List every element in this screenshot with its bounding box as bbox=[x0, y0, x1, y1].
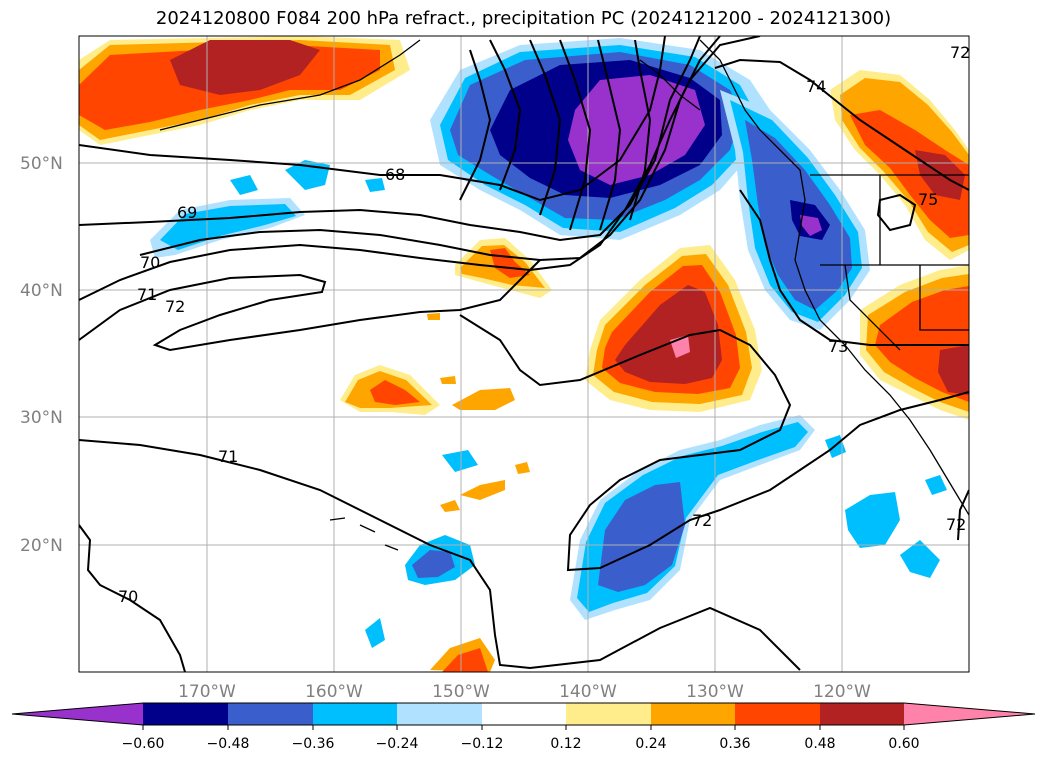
precip-area bbox=[440, 500, 460, 512]
precip-area bbox=[800, 215, 822, 236]
longitude-labels: 170°W 160°W 150°W 140°W 130°W 120°W bbox=[178, 682, 871, 702]
precip-area bbox=[460, 480, 505, 500]
colorbar-tick-label: −0.48 bbox=[207, 736, 250, 752]
contour-label: 72 bbox=[950, 43, 970, 62]
contour-label: 73 bbox=[828, 337, 848, 356]
precip-area bbox=[568, 75, 705, 185]
precip-area bbox=[230, 175, 258, 195]
contour-label: 74 bbox=[806, 77, 826, 96]
latitude-label: 40°N bbox=[20, 281, 63, 301]
contour-label: 71 bbox=[137, 285, 157, 304]
precip-area bbox=[365, 178, 385, 192]
colorbar-segment bbox=[228, 703, 313, 725]
colorbar-segment bbox=[143, 703, 228, 725]
colorbar-tick-label: 0.36 bbox=[719, 736, 750, 752]
colorbar-min-extension bbox=[12, 703, 143, 725]
contour-label: 72 bbox=[692, 511, 712, 530]
contour-labels: 68 69 70 71 72 72 73 74 75 71 70 72 72 bbox=[118, 43, 970, 606]
precip-area bbox=[365, 618, 385, 648]
contour-label: 71 bbox=[218, 447, 238, 466]
colorbar-max-extension bbox=[904, 703, 1035, 725]
colorbar-segment bbox=[820, 703, 904, 725]
colorbar-tick-label: 0.48 bbox=[804, 736, 835, 752]
map-border bbox=[78, 35, 970, 673]
latitude-labels: 50°N 40°N 30°N 20°N bbox=[20, 154, 63, 556]
colorbar-tick-label: 0.24 bbox=[635, 736, 666, 752]
contour-label: 70 bbox=[118, 587, 138, 606]
precip-area bbox=[925, 475, 947, 495]
contour-label: 70 bbox=[140, 253, 160, 272]
colorbar-tick-label: −0.12 bbox=[461, 736, 504, 752]
colorbar-segment bbox=[651, 703, 735, 725]
precip-area bbox=[900, 540, 940, 578]
colorbar-segment bbox=[735, 703, 820, 725]
colorbar: −0.60 −0.48 −0.36 −0.24 −0.12 0.12 0.24 … bbox=[11, 702, 1036, 752]
contour-label: 69 bbox=[177, 203, 197, 222]
precip-area bbox=[515, 462, 530, 474]
latitude-label: 50°N bbox=[20, 154, 63, 174]
colorbar-segment bbox=[482, 703, 566, 725]
longitude-label: 120°W bbox=[813, 682, 871, 702]
colorbar-tick-label: −0.60 bbox=[122, 736, 165, 752]
precip-area bbox=[598, 482, 685, 592]
precip-area bbox=[845, 492, 900, 548]
precip-area bbox=[442, 450, 478, 472]
colorbar-segment bbox=[566, 703, 651, 725]
precip-area bbox=[938, 345, 969, 395]
colorbar-segment bbox=[397, 703, 482, 725]
coastlines bbox=[159, 39, 969, 551]
refractivity-contours bbox=[79, 36, 969, 672]
longitude-label: 130°W bbox=[686, 682, 744, 702]
precip-area bbox=[452, 388, 515, 410]
graticule bbox=[79, 36, 969, 672]
precip-area bbox=[850, 110, 969, 238]
longitude-label: 150°W bbox=[432, 682, 490, 702]
colorbar-tick-label: 0.60 bbox=[888, 736, 919, 752]
colorbar-segment bbox=[313, 703, 397, 725]
colorbar-tick-label: −0.36 bbox=[292, 736, 335, 752]
precip-area bbox=[442, 648, 488, 672]
colorbar-tick-label: −0.24 bbox=[376, 736, 419, 752]
colorbar-tick-label: 0.12 bbox=[550, 736, 581, 752]
contour-label: 75 bbox=[918, 190, 938, 209]
contour-label: 68 bbox=[385, 165, 405, 184]
map-title: 2024120800 F084 200 hPa refract., precip… bbox=[155, 8, 892, 29]
precip-area bbox=[370, 380, 420, 405]
latitude-label: 20°N bbox=[20, 536, 63, 556]
precip-area bbox=[440, 376, 456, 384]
longitude-label: 160°W bbox=[305, 682, 363, 702]
contour-label: 72 bbox=[946, 515, 966, 534]
precip-area bbox=[412, 550, 455, 578]
precip-area bbox=[615, 285, 722, 384]
contour-label: 72 bbox=[165, 297, 185, 316]
longitude-label: 140°W bbox=[559, 682, 617, 702]
latitude-label: 30°N bbox=[20, 408, 63, 428]
longitude-label: 170°W bbox=[178, 682, 236, 702]
precip-area bbox=[427, 313, 440, 320]
